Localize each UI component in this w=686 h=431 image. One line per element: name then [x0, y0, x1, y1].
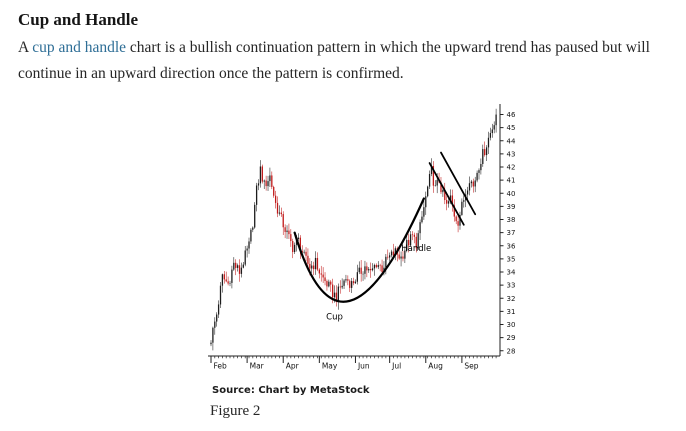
section-heading: Cup and Handle	[18, 10, 138, 29]
handle-trendlines-annotation	[428, 151, 477, 226]
svg-text:Mar: Mar	[250, 362, 265, 371]
svg-text:40: 40	[507, 190, 516, 198]
svg-text:44: 44	[507, 137, 516, 145]
svg-text:39: 39	[507, 203, 516, 211]
svg-text:Jul: Jul	[391, 362, 401, 371]
svg-text:43: 43	[507, 151, 516, 159]
svg-text:35: 35	[507, 256, 516, 264]
svg-text:May: May	[322, 362, 338, 371]
figure-container: 46 45 44 43 42 41 40 39 38 37 36 35 34 33 32 31 30 29 28 Fe…	[204, 98, 686, 383]
svg-text:37: 37	[507, 229, 516, 237]
candlestick-series	[210, 108, 497, 351]
svg-text:Jun: Jun	[357, 362, 370, 371]
svg-text:34: 34	[507, 269, 516, 277]
chart-annotation-labels: Cup Handle	[326, 244, 431, 322]
svg-text:Sep: Sep	[464, 362, 478, 371]
svg-text:41: 41	[507, 177, 516, 185]
y-axis-labels: 46 45 44 43 42 41 40 39 38 37 36 35 34 33 32 31 30 29 28	[500, 111, 516, 355]
intro-paragraph: A cup and handle chart is a bullish cont…	[18, 35, 666, 86]
chart-axes	[208, 104, 501, 357]
svg-text:28: 28	[507, 347, 516, 355]
paragraph-text-before: A	[18, 39, 33, 56]
chart-label-handle: Handle	[401, 244, 431, 254]
paragraph-text-after: chart is a bullish continuation pattern …	[18, 39, 650, 82]
svg-text:33: 33	[507, 282, 516, 290]
price-chart-svg: 46 45 44 43 42 41 40 39 38 37 36 35 34 33 32 31 30 29 28 Fe…	[208, 104, 516, 371]
svg-text:46: 46	[507, 111, 516, 119]
chart-label-cup: Cup	[326, 312, 343, 322]
svg-text:42: 42	[507, 164, 516, 172]
svg-text:29: 29	[507, 334, 516, 342]
svg-text:38: 38	[507, 216, 516, 224]
svg-text:Feb: Feb	[214, 362, 228, 371]
chart-source-text: Source: Chart by MetaStock	[212, 385, 370, 397]
svg-text:30: 30	[507, 321, 516, 329]
svg-text:32: 32	[507, 295, 516, 303]
svg-text:36: 36	[507, 242, 516, 250]
x-axis-month-labels: Feb Mar Apr May Jun Jul Aug Sep	[210, 356, 479, 371]
svg-text:Aug: Aug	[428, 362, 443, 371]
figure-caption: Figure 2	[210, 403, 261, 420]
svg-text:31: 31	[507, 308, 516, 316]
cup-and-handle-link[interactable]: cup and handle	[32, 39, 127, 56]
svg-text:Apr: Apr	[286, 362, 300, 371]
svg-text:45: 45	[507, 124, 516, 132]
cup-arc-annotation	[293, 197, 425, 303]
